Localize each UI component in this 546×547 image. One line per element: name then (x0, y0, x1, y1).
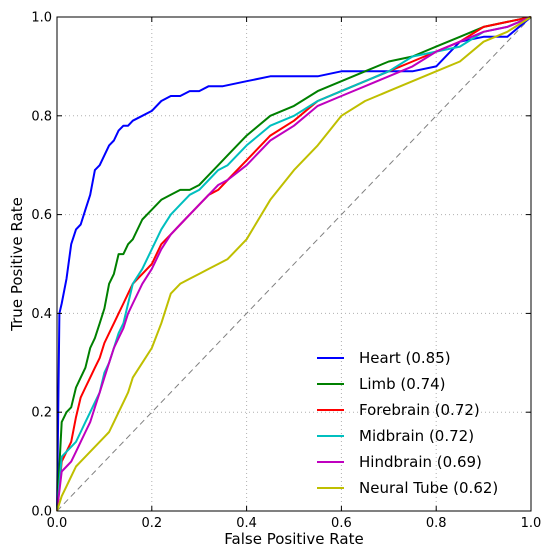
x-tick-label: 0.4 (236, 516, 257, 531)
legend-label-5: Neural Tube (0.62) (359, 479, 498, 497)
x-tick-label: 0.2 (141, 516, 162, 531)
y-tick-label: 0.6 (31, 208, 52, 223)
legend-label-4: Hindbrain (0.69) (359, 453, 482, 471)
y-tick-label: 1.0 (31, 11, 52, 26)
y-tick-label: 0.4 (31, 307, 52, 322)
x-axis-label: False Positive Rate (224, 530, 363, 547)
x-tick-label: 0.6 (331, 516, 352, 531)
series-line-3 (56, 16, 532, 512)
legend: Heart (0.85) Limb (0.74) Forebrain (0.72) M… (317, 349, 498, 497)
y-tick-label: 0.0 (31, 505, 52, 520)
series-lines (56, 16, 532, 512)
y-axis-label: True Positive Rate (8, 197, 26, 332)
diagonal-reference-line (56, 16, 532, 512)
x-tick-label: 0.8 (426, 516, 447, 531)
legend-label-1: Limb (0.74) (359, 375, 446, 393)
legend-label-0: Heart (0.85) (359, 349, 451, 367)
y-tick-label: 0.8 (31, 109, 52, 124)
series-line-4 (56, 16, 532, 512)
axis-ticks: 0.0 0.2 0.4 0.6 0.8 1.0 0.0 0.2 0.4 0.6 0.8 1.0 (31, 11, 541, 532)
legend-label-3: Midbrain (0.72) (359, 427, 474, 445)
series-line-5 (56, 16, 532, 512)
y-tick-label: 0.2 (31, 406, 52, 421)
series-line-0 (56, 16, 532, 512)
series-line-1 (56, 16, 532, 512)
x-tick-label: 0.0 (47, 516, 68, 531)
legend-label-2: Forebrain (0.72) (359, 401, 480, 419)
x-tick-label: 1.0 (521, 516, 542, 531)
plot-frame (56, 16, 532, 512)
